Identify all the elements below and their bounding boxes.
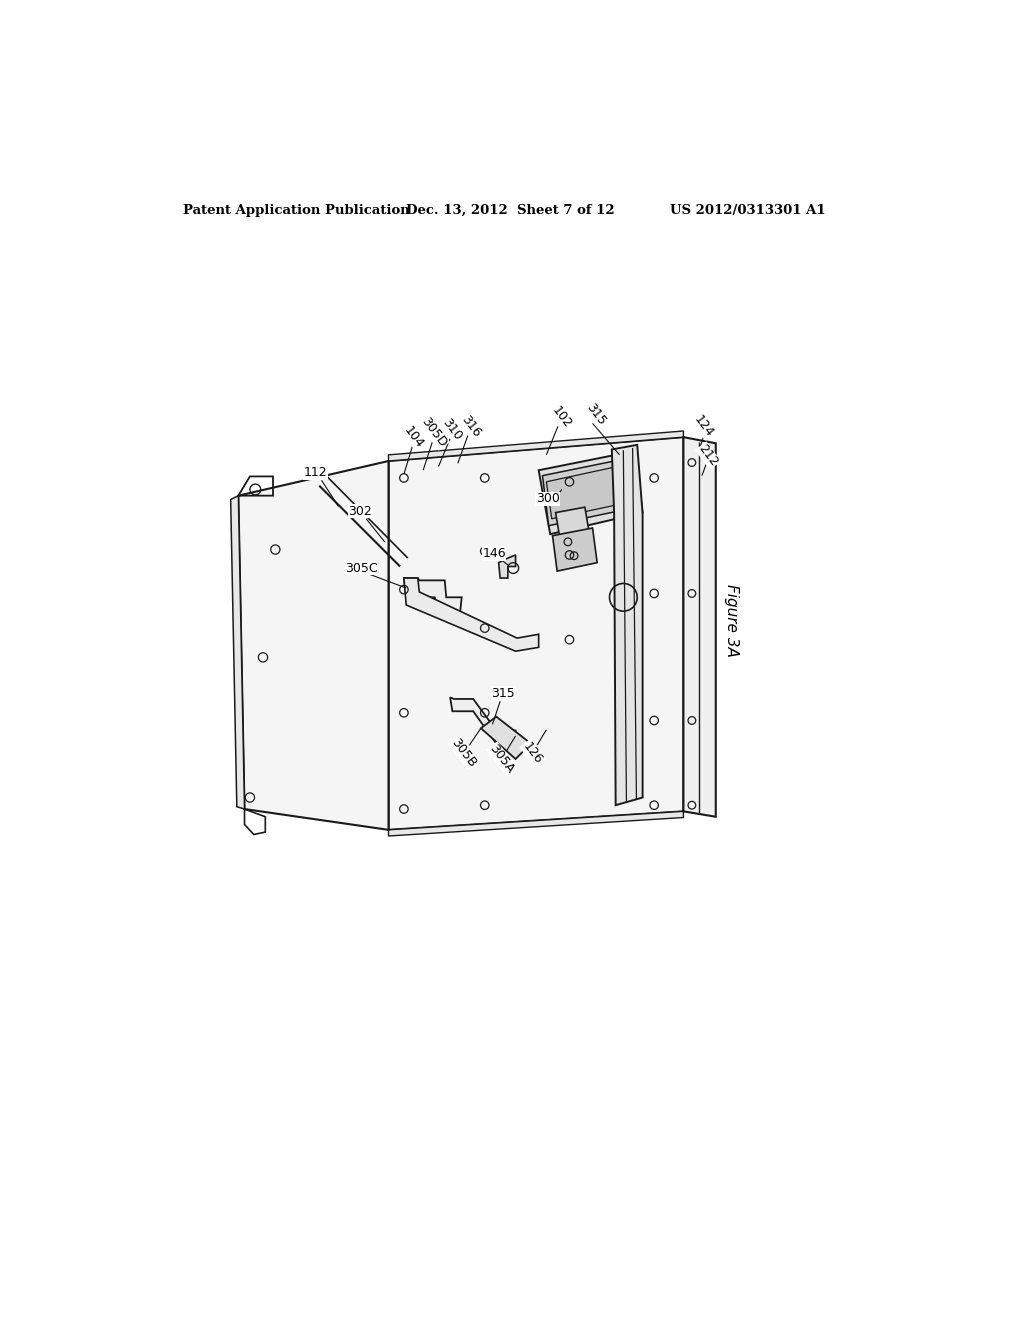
Text: 315: 315: [492, 686, 515, 700]
Polygon shape: [481, 717, 531, 759]
Polygon shape: [230, 496, 245, 809]
Text: 305D: 305D: [419, 416, 450, 450]
Text: Dec. 13, 2012  Sheet 7 of 12: Dec. 13, 2012 Sheet 7 of 12: [407, 205, 614, 218]
Text: Patent Application Publication: Patent Application Publication: [183, 205, 410, 218]
Text: 315: 315: [584, 401, 608, 428]
Text: 102: 102: [550, 404, 574, 430]
Polygon shape: [547, 465, 631, 519]
Polygon shape: [539, 451, 643, 535]
Polygon shape: [239, 461, 388, 830]
Polygon shape: [611, 445, 643, 805]
Text: 305B: 305B: [449, 737, 478, 770]
Text: 124: 124: [691, 413, 716, 440]
Polygon shape: [543, 458, 637, 525]
Text: 300: 300: [536, 492, 560, 506]
Text: 305A: 305A: [486, 742, 517, 776]
Text: 112: 112: [303, 466, 328, 479]
Polygon shape: [499, 554, 515, 578]
Text: Figure 3A: Figure 3A: [724, 583, 738, 657]
Polygon shape: [388, 812, 683, 836]
Polygon shape: [388, 437, 683, 830]
Text: 305C: 305C: [345, 561, 378, 574]
Text: 212: 212: [695, 442, 720, 469]
Polygon shape: [451, 697, 515, 743]
Text: 126: 126: [520, 739, 545, 766]
Polygon shape: [403, 578, 462, 612]
Polygon shape: [556, 507, 590, 540]
Polygon shape: [553, 528, 597, 572]
Polygon shape: [388, 430, 683, 461]
Text: 310: 310: [440, 416, 465, 442]
Text: 104: 104: [401, 424, 426, 450]
Text: 316: 316: [459, 413, 483, 440]
Text: US 2012/0313301 A1: US 2012/0313301 A1: [670, 205, 825, 218]
Polygon shape: [382, 461, 388, 830]
Polygon shape: [683, 437, 716, 817]
Text: 302: 302: [348, 504, 372, 517]
Polygon shape: [403, 578, 539, 651]
Text: 146: 146: [482, 546, 506, 560]
